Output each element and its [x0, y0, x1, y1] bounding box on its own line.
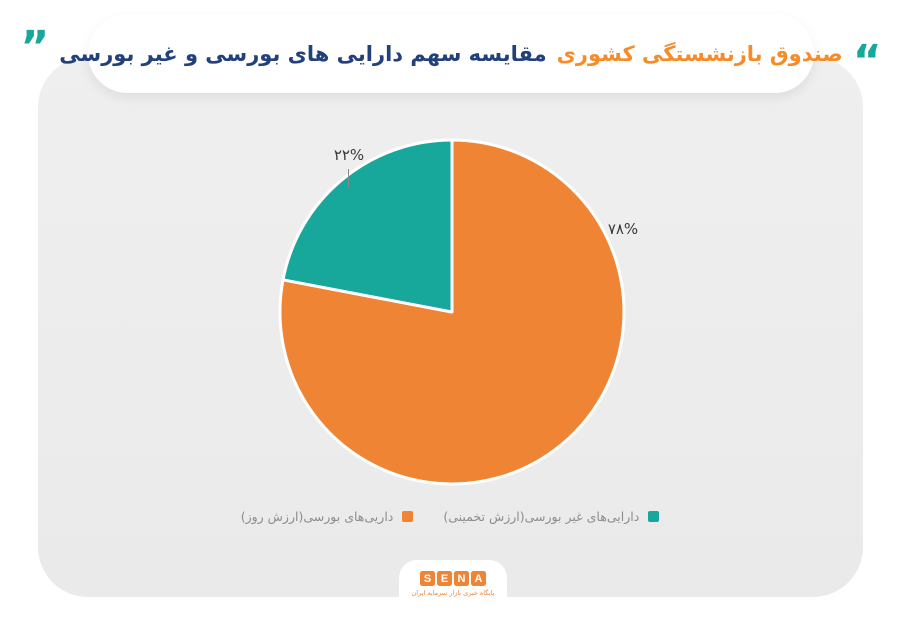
legend-swatch-icon [402, 511, 414, 522]
chart-legend: داریی‌های بورسی(ارزش روز) دارایی‌های غیر … [0, 509, 900, 524]
logo-letter-tile: N [454, 571, 469, 586]
legend-item: دارایی‌های غیر بورسی(ارزش تخمینی) [443, 509, 660, 524]
logo-letter-tile: A [471, 571, 486, 586]
logo-letter-tile: E [437, 571, 452, 586]
legend-swatch-icon [648, 511, 660, 522]
pie-slice-22 [281, 138, 454, 314]
pie-label-22: ۲۲% [333, 146, 365, 164]
title-banner: ” مقایسه سهم دارایی های بورسی و غیر بورس… [20, 14, 882, 93]
logo-tagline: پایگاه خبری بازار سرمایه ایران [411, 589, 495, 597]
legend-item: داریی‌های بورسی(ارزش روز) [241, 509, 414, 524]
page-title: ” مقایسه سهم دارایی های بورسی و غیر بورس… [20, 21, 882, 87]
logo-letter-tile: S [420, 571, 435, 586]
title-text-highlight: صندوق بازنشستگی کشوری [556, 41, 843, 66]
title-text-primary: مقایسه سهم دارایی های بورسی و غیر بورسی [59, 41, 547, 66]
pie-label-78: ۷۸% [607, 220, 639, 238]
pie-label-leader-line [348, 169, 349, 187]
legend-label: داریی‌های بورسی(ارزش روز) [240, 509, 394, 524]
legend-label: دارایی‌های غیر بورسی(ارزش تخمینی) [443, 509, 640, 524]
